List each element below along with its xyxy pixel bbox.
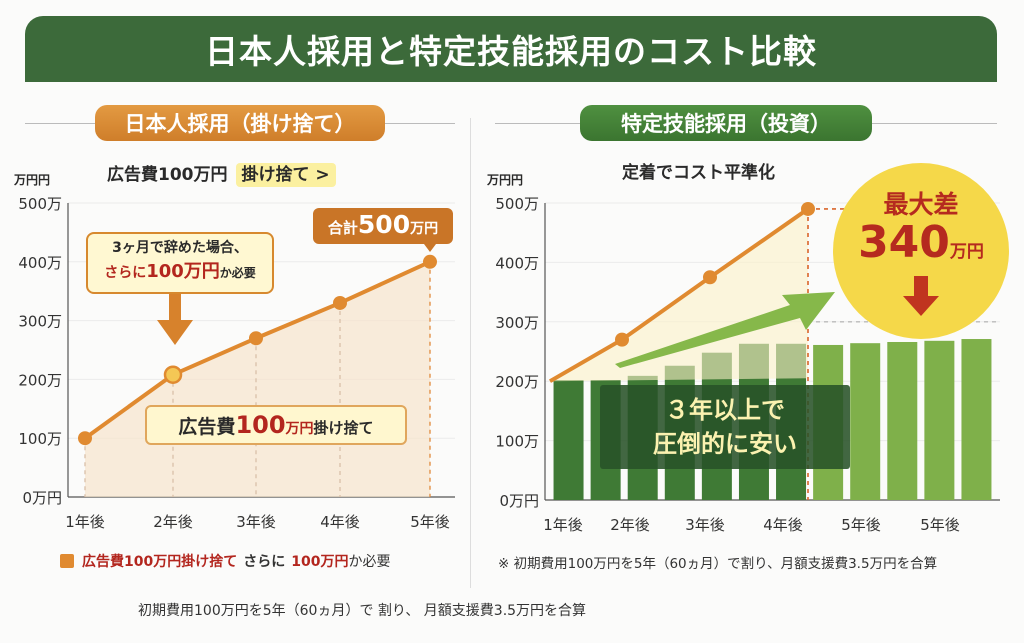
left-ytick-label: 400万 xyxy=(18,254,62,272)
right-bar xyxy=(553,380,584,500)
left-subtitle-main: 広告費100万円 xyxy=(107,165,228,185)
cheap-line2: 圧倒的に安い xyxy=(653,430,797,458)
left-ytick-label: 200万 xyxy=(18,371,62,389)
callout-line1: 3ヶ月で辞めた場合、 xyxy=(112,240,248,256)
left-data-point xyxy=(163,365,183,384)
panel-divider xyxy=(470,118,471,588)
ad-cost-box: 広告費 100 万円 掛け捨て xyxy=(145,405,407,445)
header-rule xyxy=(25,123,95,124)
callout-arrow-shaft xyxy=(169,291,181,321)
right-xtick-label: 5年後 xyxy=(920,516,960,534)
max-diff-label: 最大差 xyxy=(883,190,959,219)
footer-note: 初期費用100万円を5年（60ヵ月）で 割り、 月額支援費3.5万円を合算 xyxy=(138,603,587,619)
callout-text-c: か必要 xyxy=(219,266,256,280)
ad-box-amount: 100 xyxy=(235,411,286,439)
total-unit: 万円 xyxy=(410,221,439,237)
left-data-point xyxy=(78,431,92,446)
callout-text-a: さらに xyxy=(104,265,147,281)
right-unit-label: 万円円 xyxy=(487,173,524,187)
max-diff-badge: 最大差 340万円 xyxy=(833,163,1009,339)
legend-text-b: さらに xyxy=(243,554,286,570)
total-value: 500 xyxy=(357,210,411,239)
left-subtitle: 広告費100万円 掛け捨て > xyxy=(107,160,336,187)
header-rule xyxy=(872,123,997,124)
right-ytick-label: 300万 xyxy=(495,314,539,332)
left-xtick-label: 5年後 xyxy=(410,513,450,531)
green-trend-arrow-icon xyxy=(615,292,835,368)
left-ytick-label: 300万 xyxy=(18,313,62,331)
max-diff-unit: 万円 xyxy=(949,242,984,262)
left-data-point xyxy=(249,331,263,346)
right-xtick-label: 3年後 xyxy=(685,516,725,534)
total-pointer xyxy=(424,244,436,252)
right-xtick-label: 1年後 xyxy=(543,516,583,534)
right-bar xyxy=(924,340,955,500)
left-xtick-label: 4年後 xyxy=(320,513,360,531)
right-xtick-label: 5年後 xyxy=(841,516,881,534)
header-rule xyxy=(385,123,455,124)
right-series-line xyxy=(548,207,810,383)
right-area-fill xyxy=(550,208,808,382)
right-data-point xyxy=(703,270,717,285)
left-data-point xyxy=(333,295,347,310)
right-bar xyxy=(961,339,992,500)
total-prefix: 合計 xyxy=(327,219,358,237)
cheap-after-3years-banner: ３年以上で 圧倒的に安い xyxy=(600,385,850,469)
right-ytick-label: 100万 xyxy=(495,433,539,451)
left-unit-label: 万円円 xyxy=(14,173,51,187)
right-bar xyxy=(887,341,918,500)
ad-box-suffix: 掛け捨て xyxy=(313,419,374,437)
callout-arrow-head xyxy=(157,320,193,345)
legend-text-c: 100万円 xyxy=(291,554,349,570)
max-diff-value: 340 xyxy=(858,217,950,268)
ad-box-label: 広告費 xyxy=(178,416,236,438)
early-quit-callout: 3ヶ月で辞めた場合、 さらに100万円か必要 xyxy=(86,232,274,294)
right-note: ※ 初期費用100万円を5年（60ヵ月）で割り、月額支援費3.5万円を合算 xyxy=(498,556,938,572)
left-subtitle-highlight: 掛け捨て > xyxy=(235,163,336,187)
right-data-point xyxy=(615,332,629,347)
right-subtitle: 定着でコスト平準化 xyxy=(622,163,775,183)
left-data-point xyxy=(423,254,437,269)
right-data-point xyxy=(801,201,815,216)
legend-swatch xyxy=(60,554,74,568)
left-xtick-label: 1年後 xyxy=(65,513,105,531)
cheap-line1: ３年以上で xyxy=(665,396,785,424)
right-xtick-label: 2年後 xyxy=(610,516,650,534)
right-panel-header: 特定技能採用（投資） xyxy=(580,105,872,141)
legend-text-a: 広告費100万円掛け捨て xyxy=(82,554,238,570)
down-arrow-icon xyxy=(903,276,939,316)
left-ytick-label: 0万円 xyxy=(22,489,62,507)
left-legend: 広告費100万円掛け捨て さらに 100万円 か必要 xyxy=(60,551,390,571)
left-xtick-label: 2年後 xyxy=(153,513,193,531)
right-ytick-label: 0万円 xyxy=(499,492,539,510)
left-xtick-label: 3年後 xyxy=(236,513,276,531)
left-panel-header: 日本人採用（掛け捨て） xyxy=(95,105,385,141)
title-banner: 日本人採用と特定技能採用のコスト比較 xyxy=(25,16,997,82)
callout-amount: 100万円 xyxy=(146,261,220,282)
total-label: 合計 500 万円 xyxy=(313,208,453,244)
left-ytick-label: 100万 xyxy=(18,430,62,448)
right-ytick-label: 200万 xyxy=(495,373,539,391)
header-rule xyxy=(495,123,580,124)
ad-box-unit: 万円 xyxy=(285,421,314,437)
left-ytick-label: 500万 xyxy=(18,195,62,213)
right-xtick-label: 4年後 xyxy=(763,516,803,534)
page-title: 日本人採用と特定技能採用のコスト比較 xyxy=(205,32,817,71)
right-bar xyxy=(850,343,881,500)
legend-text-d: か必要 xyxy=(348,554,391,570)
right-ytick-label: 400万 xyxy=(495,254,539,272)
right-ytick-label: 500万 xyxy=(495,195,539,213)
